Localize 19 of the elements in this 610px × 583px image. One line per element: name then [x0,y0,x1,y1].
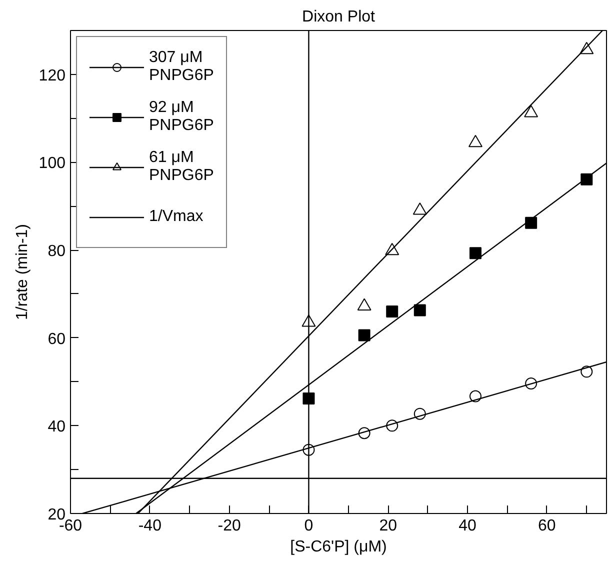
x-axis-title: [S-C6'P] (μM) [290,538,387,556]
legend-label: 1/Vmax [149,207,204,227]
x-tick-label: 60 [538,518,556,534]
x-tick-label: 0 [304,518,314,534]
legend-label: 307 μM PNPG6P [149,49,214,85]
y-tick-label: 60 [48,330,66,348]
x-tick-label: 20 [379,518,398,534]
chart-title: Dixon Plot [302,8,376,26]
legend-label: 92 μM PNPG6P [149,99,214,135]
x-tick-label: -20 [218,518,241,534]
y-tick-label: 100 [38,155,66,172]
y-tick-label: 80 [48,243,66,260]
y-tick-label: 40 [48,418,66,436]
y-tick-label: 20 [48,506,66,524]
x-tick-label: 40 [458,518,477,534]
y-axis-title: 1/rate (min-1) [14,224,31,320]
legend-label: 61 μM PNPG6P [149,149,214,185]
x-tick-label: -40 [138,518,162,534]
y-tick-label: 120 [38,67,66,84]
